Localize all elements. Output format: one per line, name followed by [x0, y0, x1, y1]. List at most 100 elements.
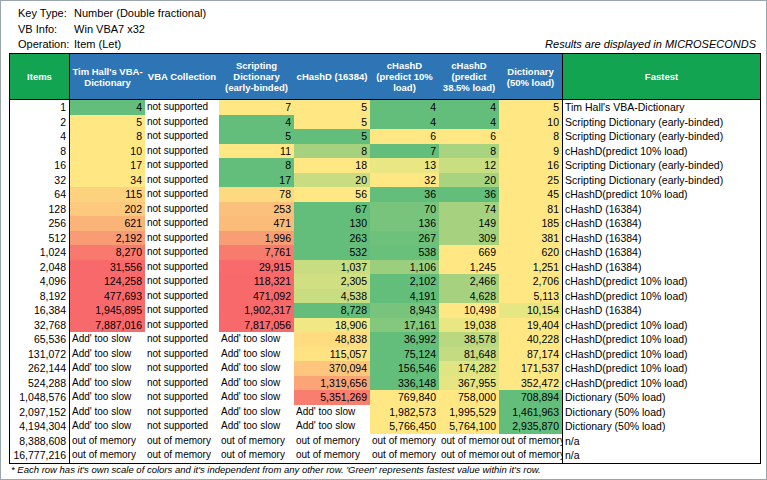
cell-chashd-16384[interactable]: 4,538 [294, 289, 370, 304]
row-header-items[interactable]: 256 [10, 216, 70, 231]
cell-chashd-predict-10-load[interactable]: out of memory [370, 448, 439, 463]
cell-fastest[interactable]: cHashD(predict 10% load) [562, 289, 760, 304]
cell-fastest[interactable]: n/a [562, 434, 760, 449]
cell-dictionary-50-load[interactable]: 10 [499, 115, 562, 130]
cell-scripting-dictionary-early-binded[interactable]: Add' too slow [219, 419, 294, 434]
cell-fastest[interactable]: cHashD (16384) [562, 216, 760, 231]
cell-chashd-predict-38-5-load[interactable]: out of memory [439, 448, 499, 463]
cell-chashd-predict-38-5-load[interactable]: 6 [439, 129, 499, 144]
cell-vba-collection[interactable]: not supported [145, 405, 219, 420]
cell-vba-collection[interactable]: out of memory [145, 448, 219, 463]
cell-chashd-16384[interactable]: 130 [294, 216, 370, 231]
cell-tim-hall-vba-dictionary[interactable]: 17 [70, 158, 145, 173]
cell-chashd-predict-38-5-load[interactable]: 5,764,100 [439, 419, 499, 434]
cell-dictionary-50-load[interactable]: 87,174 [499, 347, 562, 362]
cell-scripting-dictionary-early-binded[interactable]: Add' too slow [219, 332, 294, 347]
cell-chashd-predict-10-load[interactable]: 4 [370, 100, 439, 115]
cell-chashd-predict-38-5-load[interactable]: 36 [439, 187, 499, 202]
cell-dictionary-50-load[interactable]: 8 [499, 129, 562, 144]
row-header-items[interactable]: 2,097,152 [10, 405, 70, 420]
cell-fastest[interactable]: cHashD(predict 10% load) [562, 332, 760, 347]
cell-vba-collection[interactable]: not supported [145, 332, 219, 347]
cell-tim-hall-vba-dictionary[interactable]: Add' too slow [70, 332, 145, 347]
row-header-items[interactable]: 2 [10, 115, 70, 130]
cell-dictionary-50-load[interactable]: 1,251 [499, 260, 562, 275]
cell-vba-collection[interactable]: not supported [145, 347, 219, 362]
cell-chashd-predict-10-load[interactable]: 5,766,450 [370, 419, 439, 434]
cell-chashd-predict-10-load[interactable]: 17,161 [370, 318, 439, 333]
cell-scripting-dictionary-early-binded[interactable]: 4 [219, 115, 294, 130]
row-header-items[interactable]: 1,024 [10, 245, 70, 260]
cell-vba-collection[interactable]: not supported [145, 289, 219, 304]
cell-dictionary-50-load[interactable]: 5 [499, 100, 562, 115]
cell-chashd-16384[interactable]: 18,906 [294, 318, 370, 333]
cell-tim-hall-vba-dictionary[interactable]: 8,270 [70, 245, 145, 260]
cell-tim-hall-vba-dictionary[interactable]: 124,258 [70, 274, 145, 289]
cell-fastest[interactable]: Scripting Dictionary (early-binded) [562, 173, 760, 188]
cell-fastest[interactable]: Scripting Dictionary (early-binded) [562, 129, 760, 144]
cell-chashd-16384[interactable]: 5,351,269 [294, 390, 370, 405]
cell-vba-collection[interactable]: not supported [145, 419, 219, 434]
cell-chashd-predict-10-load[interactable]: 2,102 [370, 274, 439, 289]
cell-chashd-predict-10-load[interactable]: 4 [370, 115, 439, 130]
cell-fastest[interactable]: cHashD (16384) [562, 245, 760, 260]
cell-tim-hall-vba-dictionary[interactable]: 115 [70, 187, 145, 202]
cell-vba-collection[interactable]: not supported [145, 115, 219, 130]
row-header-items[interactable]: 16,777,216 [10, 448, 70, 463]
cell-fastest[interactable]: cHashD(predict 10% load) [562, 144, 760, 159]
cell-chashd-16384[interactable]: 5 [294, 100, 370, 115]
row-header-items[interactable]: 64 [10, 187, 70, 202]
cell-chashd-predict-10-load[interactable]: 538 [370, 245, 439, 260]
cell-chashd-predict-10-load[interactable]: 769,840 [370, 390, 439, 405]
cell-dictionary-50-load[interactable]: 45 [499, 187, 562, 202]
cell-chashd-predict-38-5-load[interactable]: 10,498 [439, 303, 499, 318]
cell-dictionary-50-load[interactable]: 25 [499, 173, 562, 188]
cell-chashd-16384[interactable]: 532 [294, 245, 370, 260]
cell-scripting-dictionary-early-binded[interactable]: 471 [219, 216, 294, 231]
cell-tim-hall-vba-dictionary[interactable]: 4 [70, 100, 145, 115]
cell-chashd-16384[interactable]: 1,319,656 [294, 376, 370, 391]
col-header-tim-hall-vba-dictionary[interactable]: Tim Hall's VBA-Dictionary [70, 54, 145, 100]
cell-chashd-16384[interactable]: 2,305 [294, 274, 370, 289]
cell-scripting-dictionary-early-binded[interactable]: Add' too slow [219, 376, 294, 391]
cell-chashd-16384[interactable]: 370,094 [294, 361, 370, 376]
cell-dictionary-50-load[interactable]: 81 [499, 202, 562, 217]
row-header-items[interactable]: 65,536 [10, 332, 70, 347]
cell-chashd-predict-38-5-load[interactable]: 4 [439, 100, 499, 115]
cell-scripting-dictionary-early-binded[interactable]: 1,902,317 [219, 303, 294, 318]
cell-dictionary-50-load[interactable]: 19,404 [499, 318, 562, 333]
cell-chashd-16384[interactable]: 18 [294, 158, 370, 173]
cell-scripting-dictionary-early-binded[interactable]: 7,761 [219, 245, 294, 260]
cell-tim-hall-vba-dictionary[interactable]: Add' too slow [70, 347, 145, 362]
cell-dictionary-50-load[interactable]: out of memory [499, 448, 562, 463]
cell-tim-hall-vba-dictionary[interactable]: 8 [70, 129, 145, 144]
cell-tim-hall-vba-dictionary[interactable]: 10 [70, 144, 145, 159]
cell-scripting-dictionary-early-binded[interactable]: Add' too slow [219, 361, 294, 376]
cell-fastest[interactable]: Dictionary (50% load) [562, 390, 760, 405]
cell-dictionary-50-load[interactable]: 16 [499, 158, 562, 173]
col-header-chashd-16384[interactable]: cHashD (16384) [294, 54, 370, 100]
cell-scripting-dictionary-early-binded[interactable]: Add' too slow [219, 347, 294, 362]
cell-chashd-predict-10-load[interactable]: 136 [370, 216, 439, 231]
cell-scripting-dictionary-early-binded[interactable]: 7 [219, 100, 294, 115]
cell-tim-hall-vba-dictionary[interactable]: 7,887,016 [70, 318, 145, 333]
cell-tim-hall-vba-dictionary[interactable]: out of memory [70, 434, 145, 449]
row-header-items[interactable]: 524,288 [10, 376, 70, 391]
cell-scripting-dictionary-early-binded[interactable]: 471,092 [219, 289, 294, 304]
cell-fastest[interactable]: Dictionary (50% load) [562, 405, 760, 420]
cell-chashd-16384[interactable]: 115,057 [294, 347, 370, 362]
cell-scripting-dictionary-early-binded[interactable]: 1,996 [219, 231, 294, 246]
cell-fastest[interactable]: cHashD (16384) [562, 202, 760, 217]
cell-scripting-dictionary-early-binded[interactable]: 11 [219, 144, 294, 159]
cell-chashd-16384[interactable]: 56 [294, 187, 370, 202]
row-header-items[interactable]: 1 [10, 100, 70, 115]
cell-scripting-dictionary-early-binded[interactable]: 7,817,056 [219, 318, 294, 333]
cell-tim-hall-vba-dictionary[interactable]: Add' too slow [70, 405, 145, 420]
cell-scripting-dictionary-early-binded[interactable]: 5 [219, 129, 294, 144]
row-header-items[interactable]: 4 [10, 129, 70, 144]
cell-chashd-16384[interactable]: 67 [294, 202, 370, 217]
cell-tim-hall-vba-dictionary[interactable]: 34 [70, 173, 145, 188]
col-header-vba-collection[interactable]: VBA Collection [145, 54, 219, 100]
cell-tim-hall-vba-dictionary[interactable]: out of memory [70, 448, 145, 463]
cell-chashd-predict-10-load[interactable]: 75,124 [370, 347, 439, 362]
